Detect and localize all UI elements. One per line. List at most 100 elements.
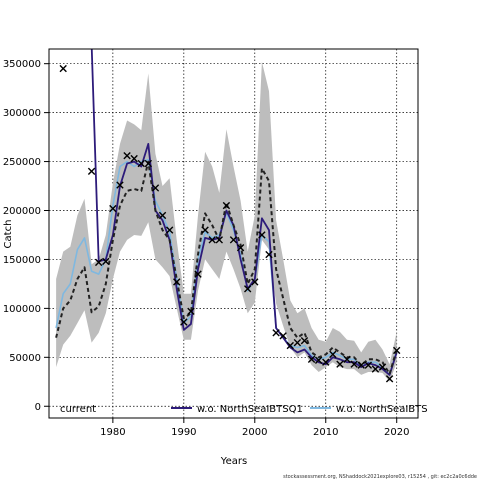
observation-point [265, 250, 273, 259]
observation-point [243, 285, 252, 293]
observation-cross-stroke [201, 226, 209, 234]
observation-cross-stroke [130, 154, 138, 163]
legend-label-without-ibts: w.o. NorthSeaIBTS [336, 404, 428, 415]
y-tick-label: 150000 [3, 255, 41, 266]
y-tick-label: 100000 [3, 304, 41, 315]
observation-cross-stroke [364, 361, 373, 369]
y-tick-label: 300000 [3, 108, 41, 119]
observation-cross-stroke [222, 201, 231, 210]
observation-point [59, 64, 67, 73]
observation-point [371, 365, 380, 373]
observation-cross-stroke [158, 211, 167, 220]
x-tick-label: 2010 [313, 427, 338, 438]
observation-cross-stroke [300, 336, 309, 345]
legend: current w.o. NorthSeaIBTSQ1 w.o. NorthSe… [60, 404, 428, 415]
observation-cross-stroke [165, 226, 174, 234]
observation-point [151, 184, 160, 192]
observation-point [336, 360, 344, 368]
observation-cross-stroke [109, 204, 117, 213]
observation-cross-stroke [236, 243, 245, 252]
observation-point [272, 329, 280, 337]
observation-point [158, 211, 167, 220]
x-tick-label: 2000 [242, 427, 267, 438]
observation-point [357, 361, 365, 369]
observation-point [251, 278, 259, 286]
plot-frame [48, 48, 419, 419]
observation-cross-stroke [173, 278, 181, 286]
observation-point [343, 355, 351, 363]
observation-cross-stroke [123, 151, 131, 160]
observation-cross-stroke [208, 236, 216, 244]
y-tick-label: 200000 [3, 206, 41, 217]
y-tick-label: 350000 [3, 59, 41, 70]
observation-cross-stroke [322, 358, 330, 366]
observation-cross-stroke [343, 355, 351, 363]
observation-cross-stroke [314, 356, 323, 364]
observation-cross-stroke [265, 250, 273, 259]
observation-cross-stroke [371, 365, 380, 373]
observation-point [307, 355, 316, 363]
observation-point [123, 151, 131, 160]
observation-point [130, 154, 138, 163]
observation-cross-stroke [251, 278, 259, 286]
observation-point [173, 278, 181, 286]
observation-cross-stroke [329, 350, 337, 359]
observation-cross-stroke [272, 329, 280, 337]
observation-cross-stroke [94, 258, 103, 267]
observation-point [229, 236, 238, 244]
observation-point [144, 159, 153, 168]
observation-cross-stroke [357, 361, 365, 369]
observation-point [293, 338, 302, 347]
axes: 1980 1990 2000 2010 2020 0 50000 100000 150000 20… [3, 59, 410, 438]
observation-point [385, 375, 394, 383]
observation-point [87, 167, 96, 176]
observation-cross-stroke [307, 355, 316, 363]
x-tick-label: 1990 [171, 427, 196, 438]
confidence-band-area [56, 61, 397, 382]
observation-point [322, 358, 330, 366]
observation-point [180, 318, 188, 326]
observation-cross-stroke [336, 360, 344, 368]
observation-cross-stroke [286, 341, 294, 350]
legend-label-without-ibtsq1: w.o. NorthSeaIBTSQ1 [197, 404, 303, 415]
observation-point [314, 356, 323, 364]
observation-point [279, 332, 287, 340]
footer-credit: stockassessment.org, NShaddock2021explor… [283, 474, 477, 480]
observation-cross-stroke [279, 332, 287, 340]
observation-point [329, 350, 337, 359]
observation-point [222, 201, 231, 210]
observation-point [364, 361, 373, 369]
observation-cross-stroke [116, 181, 124, 189]
observation-point [236, 243, 245, 252]
confidence-band [56, 61, 397, 382]
observation-point [187, 307, 195, 316]
observation-cross-stroke [258, 231, 266, 239]
observation-point [286, 341, 294, 350]
observation-cross-stroke [87, 167, 96, 176]
x-tick-label: 1980 [100, 427, 125, 438]
y-tick-label: 250000 [3, 157, 41, 168]
observation-cross-stroke [393, 346, 401, 355]
observation-point [208, 236, 216, 244]
observation-point [350, 360, 358, 368]
observation-cross-stroke [293, 338, 302, 347]
observation-point [258, 231, 266, 239]
y-axis-title: Catch [3, 220, 14, 249]
observation-point [116, 181, 124, 189]
observation-point [165, 226, 174, 234]
observation-cross-stroke [151, 184, 160, 192]
y-tick-label: 50000 [9, 353, 41, 364]
observation-point [378, 363, 387, 371]
observation-point [393, 346, 401, 355]
observation-point [215, 236, 224, 244]
observation-markers [59, 64, 401, 383]
x-axis-title: Years [220, 456, 247, 467]
observation-cross-stroke [187, 307, 195, 316]
observation-cross-stroke [59, 64, 67, 73]
observation-cross-stroke [194, 270, 202, 278]
observation-cross-stroke [385, 375, 394, 383]
observation-point [102, 257, 110, 266]
observation-cross-stroke [350, 360, 358, 368]
